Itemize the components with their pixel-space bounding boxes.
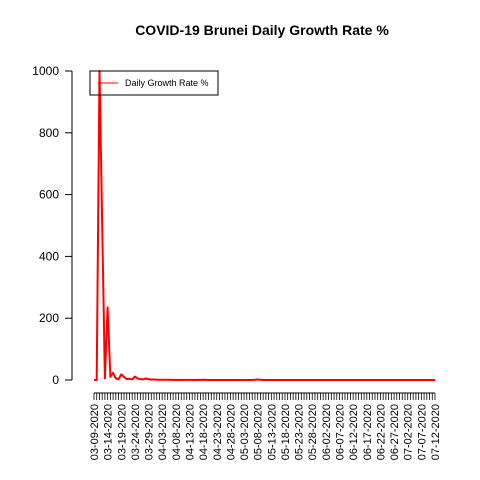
x-tick-label: 05-03-2020: [239, 404, 251, 460]
y-tick-label: 400: [39, 249, 59, 263]
legend-label: Daily Growth Rate %: [125, 78, 209, 88]
x-tick-label: 05-08-2020: [253, 404, 265, 460]
x-tick-label: 04-18-2020: [198, 404, 210, 460]
x-tick-label: 03-19-2020: [116, 404, 128, 460]
chart-title: COVID-19 Brunei Daily Growth Rate %: [135, 22, 389, 38]
y-tick-label: 0: [52, 373, 59, 387]
x-tick-label: 06-17-2020: [362, 404, 374, 460]
x-tick-label: 05-23-2020: [294, 404, 306, 460]
x-tick-label: 03-14-2020: [103, 404, 115, 460]
x-tick-label: 04-08-2020: [171, 404, 183, 460]
x-tick-label: 04-28-2020: [225, 404, 237, 460]
x-tick-label: 07-07-2020: [416, 404, 428, 460]
x-tick-label: 05-13-2020: [266, 404, 278, 460]
legend-box: [89, 70, 219, 96]
y-axis: 0 200 400 600 800 1000: [32, 64, 73, 387]
x-tick-label: 03-09-2020: [89, 404, 101, 460]
x-axis: 03-09-2020 03-14-2020 03-19-2020 03-24-2020…: [89, 392, 442, 460]
x-tick-label: 03-24-2020: [130, 404, 142, 460]
x-tick-label: 06-07-2020: [335, 404, 347, 460]
y-tick-label: 1000: [32, 64, 59, 78]
x-tick-label: 06-12-2020: [348, 404, 360, 460]
legend: Daily Growth Rate %: [89, 70, 219, 96]
x-tick-label: 04-13-2020: [184, 404, 196, 460]
x-tick-label: 06-27-2020: [389, 404, 401, 460]
y-tick-label: 600: [39, 188, 59, 202]
x-tick-label: 05-28-2020: [307, 404, 319, 460]
series-layer: [94, 70, 435, 381]
x-tick-label: 03-29-2020: [144, 404, 156, 460]
y-tick-label: 200: [39, 311, 59, 325]
x-tick-label: 04-03-2020: [157, 404, 169, 460]
x-tick-label: 07-02-2020: [403, 404, 415, 460]
x-tick-label: 06-22-2020: [375, 404, 387, 460]
x-tick-label: 07-12-2020: [430, 404, 442, 460]
series-line-0: [94, 70, 435, 381]
x-tick-label: 04-23-2020: [212, 404, 224, 460]
x-tick-label: 05-18-2020: [280, 404, 292, 460]
x-tick-label: 06-02-2020: [321, 404, 333, 460]
y-tick-label: 800: [39, 126, 59, 140]
